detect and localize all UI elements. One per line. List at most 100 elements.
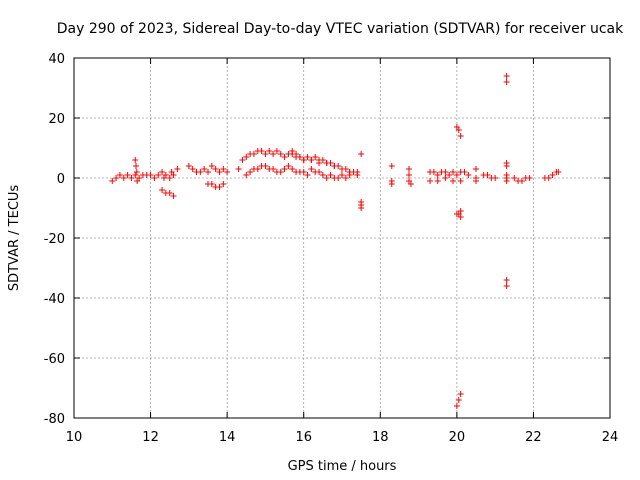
- data-point: [155, 172, 162, 178]
- x-tick-label: 24: [602, 430, 619, 445]
- x-tick-label: 14: [219, 430, 236, 445]
- data-point: [388, 163, 395, 169]
- data-point: [323, 160, 330, 166]
- data-point: [304, 154, 311, 160]
- data-point: [434, 178, 441, 184]
- data-point: [342, 175, 349, 181]
- data-point: [281, 166, 288, 172]
- x-tick-label: 20: [449, 430, 466, 445]
- data-point: [166, 190, 173, 196]
- data-point: [159, 169, 166, 175]
- data-point: [457, 178, 464, 184]
- x-tick-label: 22: [525, 430, 542, 445]
- data-point: [354, 172, 361, 178]
- data-point: [235, 166, 242, 172]
- y-tick-label: -60: [44, 352, 65, 367]
- y-tick-label: -80: [44, 412, 65, 427]
- data-point: [151, 175, 158, 181]
- data-point: [250, 151, 257, 157]
- data-point: [312, 154, 319, 160]
- data-point: [407, 181, 414, 187]
- data-point: [277, 169, 284, 175]
- data-point: [133, 163, 140, 169]
- data-point: [457, 391, 464, 397]
- data-point: [442, 169, 449, 175]
- data-point: [308, 157, 315, 163]
- data-point: [339, 172, 345, 178]
- data-point: [258, 148, 265, 154]
- data-point: [335, 175, 342, 181]
- data-point: [224, 169, 231, 175]
- data-point: [331, 163, 338, 169]
- data-point: [450, 178, 457, 184]
- data-point: [243, 154, 250, 160]
- data-point: [492, 175, 499, 181]
- data-point: [503, 277, 510, 283]
- data-point: [346, 169, 353, 175]
- data-point: [484, 172, 491, 178]
- data-point: [319, 157, 326, 163]
- data-point: [304, 172, 311, 178]
- data-point: [457, 208, 464, 214]
- data-point: [465, 172, 472, 178]
- data-point: [133, 169, 140, 175]
- data-point: [285, 163, 292, 169]
- data-point: [503, 178, 510, 184]
- data-point: [185, 163, 192, 169]
- data-point: [216, 184, 223, 190]
- data-point: [273, 148, 280, 154]
- data-point: [461, 169, 468, 175]
- data-point: [518, 178, 525, 184]
- data-point: [208, 181, 215, 187]
- data-point: [189, 166, 196, 172]
- data-point: [503, 79, 510, 85]
- data-point: [358, 205, 365, 211]
- data-point: [132, 172, 139, 178]
- data-point: [289, 166, 296, 172]
- x-tick-label: 10: [66, 430, 83, 445]
- data-point: [503, 73, 510, 79]
- chart-title: Day 290 of 2023, Sidereal Day-to-day VTE…: [57, 21, 624, 37]
- data-point: [406, 166, 412, 172]
- data-point: [266, 148, 273, 154]
- data-point: [296, 154, 303, 160]
- data-point: [503, 163, 510, 169]
- data-point: [323, 175, 330, 181]
- data-point: [545, 175, 552, 181]
- data-point: [216, 169, 223, 175]
- data-point: [170, 172, 177, 178]
- data-point: [450, 169, 457, 175]
- data-point: [453, 403, 460, 409]
- data-point: [457, 133, 464, 139]
- y-axis-label: SDTVAR / TECUs: [7, 185, 22, 292]
- data-point: [208, 163, 215, 169]
- data-point: [197, 169, 204, 175]
- x-tick-label: 16: [295, 430, 312, 445]
- data-point: [327, 172, 334, 178]
- y-tick-label: -20: [44, 232, 65, 247]
- data-point: [511, 175, 518, 181]
- data-point: [289, 151, 296, 157]
- data-point: [503, 283, 510, 289]
- data-point: [406, 172, 412, 178]
- data-point: [434, 172, 441, 178]
- data-point: [455, 397, 462, 403]
- data-point: [170, 193, 177, 199]
- data-point: [300, 169, 307, 175]
- data-point: [254, 166, 261, 172]
- data-point: [319, 172, 326, 178]
- data-point: [109, 178, 116, 184]
- data-point: [136, 175, 143, 181]
- data-point: [281, 154, 288, 160]
- data-point: [201, 166, 208, 172]
- data-point: [358, 151, 365, 157]
- data-point: [132, 157, 139, 163]
- y-tick-label: 20: [48, 112, 65, 127]
- data-series: [109, 73, 562, 409]
- data-point: [162, 172, 169, 178]
- data-point: [549, 172, 556, 178]
- x-tick-label: 18: [372, 430, 389, 445]
- grid-lines: [74, 58, 610, 418]
- data-point: [262, 151, 269, 157]
- data-point: [473, 166, 479, 172]
